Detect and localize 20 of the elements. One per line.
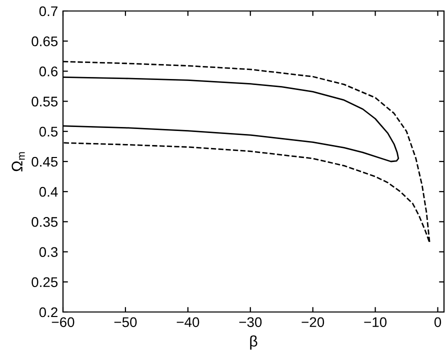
x-tick-label: −40 <box>176 317 200 328</box>
x-tick-label: −20 <box>302 317 324 328</box>
y-tick-label: 0.35 <box>32 217 58 227</box>
x-tick-label: −30 <box>239 317 262 328</box>
x-tick-label: −50 <box>114 317 137 328</box>
y-tick-label: 0.4 <box>39 186 58 197</box>
y-tick-label: 0.45 <box>32 156 58 167</box>
x-tick-label: −60 <box>52 317 74 328</box>
y-tick-label: 0.6 <box>39 66 58 76</box>
x-tick-label: −10 <box>364 317 387 328</box>
y-tick-label: 0.25 <box>32 277 58 288</box>
y-tick-label: 0.55 <box>32 96 58 106</box>
y-tick-label: 0.65 <box>32 36 58 46</box>
y-tick-label: 0.7 <box>39 6 58 16</box>
y-axis-title: Ω$_{m}$ <box>12 152 25 172</box>
y-tick-label: 0.2 <box>39 307 58 318</box>
x-axis-title: β <box>250 335 258 350</box>
x-tick-label: 0 <box>434 317 442 328</box>
y-tick-label: 0.5 <box>39 126 58 137</box>
y-tick-label: 0.3 <box>39 247 58 257</box>
